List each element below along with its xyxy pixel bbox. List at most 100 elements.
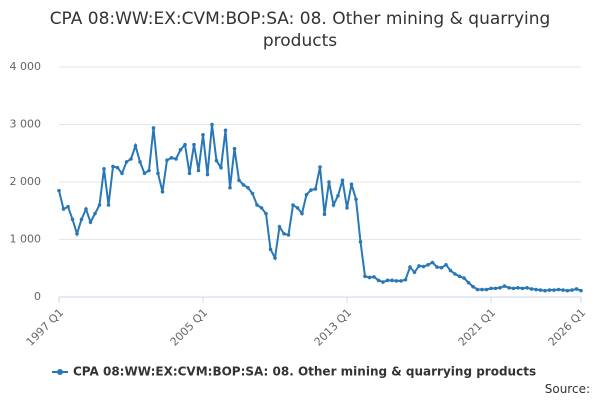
data-point [480,287,484,292]
data-point [259,206,264,210]
data-point [291,203,295,207]
data-line [58,124,582,292]
data-point [417,264,421,268]
data-point [399,279,403,283]
data-point [556,287,561,292]
y-tick-label: 1 000 [10,233,42,246]
data-point [507,286,511,290]
x-tick-label: 1997 Q1 [24,306,67,349]
data-point [219,165,223,170]
data-point [367,275,372,280]
data-point [97,203,102,207]
data-point [579,288,583,293]
data-point [313,187,318,191]
data-point [340,178,345,183]
data-point [70,217,75,222]
data-point [255,203,259,207]
data-point [462,276,466,280]
data-point [574,287,579,291]
data-point [88,220,93,225]
data-point [493,286,498,291]
data-point [93,211,97,216]
data-point [430,260,435,265]
data-point [246,185,250,190]
chart-title: CPA 08:WW:EX:CVM:BOP:SA: 08. Other minin… [49,9,551,51]
data-point [457,274,462,279]
data-point [196,168,201,173]
data-point [295,206,300,210]
y-tick-label: 4 000 [10,60,42,73]
data-point [318,165,322,169]
data-point [394,279,399,283]
data-point [331,203,336,207]
data-point [354,197,358,202]
data-point [372,275,376,279]
data-point [547,288,552,292]
data-point [160,189,165,194]
data-point [385,278,390,283]
data-point [570,288,574,292]
data-point [102,166,106,171]
data-point [282,231,286,236]
data-point [223,128,228,133]
data-point [475,287,480,292]
data-point [192,142,196,147]
data-point [484,287,489,292]
data-point [66,204,70,209]
data-point [529,287,534,291]
data-point [201,133,205,137]
y-tick-label: 3 000 [10,118,42,131]
data-point [502,284,507,288]
data-point [210,122,214,127]
data-point [390,278,394,283]
data-point [349,182,354,187]
data-point [336,194,340,198]
data-point [205,172,210,177]
data-point [444,263,448,267]
data-point [327,180,331,184]
data-point [273,256,277,260]
data-point [565,288,570,293]
data-point [151,126,156,130]
data-point [408,265,412,269]
data-point [124,160,129,164]
data-point [538,288,543,292]
legend-marker [57,369,63,375]
data-point [111,164,115,169]
data-point [277,225,282,229]
data-point [61,207,66,211]
data-point [309,188,313,192]
data-point [75,231,79,236]
data-point [561,288,565,292]
data-point [426,263,430,267]
data-point [304,192,309,197]
data-point [435,265,439,269]
data-point [516,286,520,290]
data-point [345,206,349,210]
data-point [498,286,502,290]
data-point [543,288,547,293]
data-point [169,156,174,160]
data-point [57,188,61,193]
data-point [147,168,151,173]
data-point [133,143,138,148]
data-point [214,158,219,163]
data-point [156,171,160,176]
data-point [448,268,453,273]
data-point [403,277,408,282]
data-point [268,247,273,252]
data-point [525,286,529,290]
data-point [489,286,493,291]
y-tick-label: 2 000 [10,175,42,188]
data-point [453,272,457,276]
data-point [363,274,367,279]
data-point [381,280,385,284]
x-tick-label: 2005 Q1 [168,306,211,349]
data-point [300,211,304,216]
data-point [358,240,363,244]
y-tick-label: 0 [34,290,41,303]
x-tick-label: 2026 Q1 [546,306,589,349]
data-point [264,211,268,216]
data-point [421,264,426,269]
